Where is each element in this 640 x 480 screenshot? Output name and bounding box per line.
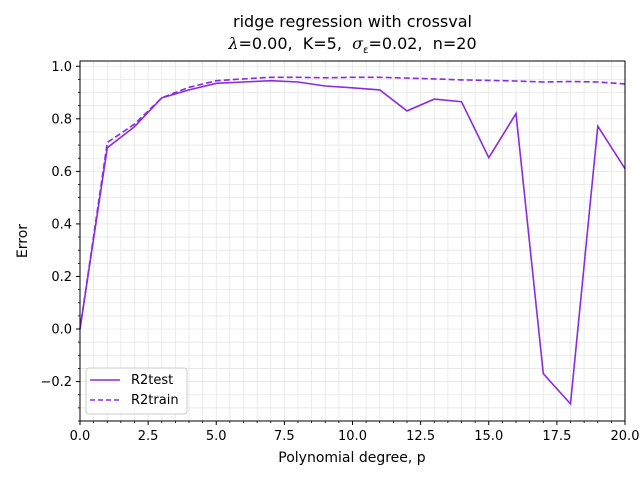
y-tick-label: 0.8	[51, 112, 72, 127]
x-tick-label: 20.0	[611, 429, 640, 444]
lambda-value: =0.00,	[238, 34, 293, 53]
sigma-value: =0.02,	[368, 34, 423, 53]
lambda-symbol: λ	[228, 34, 239, 53]
x-tick-label: 2.5	[138, 429, 159, 444]
axis-ticks: 0.0 2.5 5.0 7.5 10.0 12.5 15.0 17.5 20.0 −0.2 0.0 0…	[40, 60, 639, 444]
y-tick-label: 0.6	[51, 165, 72, 180]
y-tick-label: 0.0	[51, 323, 72, 338]
chart-subtitle: λ=0.00, K=5, σε=0.02, n=20	[80, 34, 625, 56]
y-tick-label: 1.0	[51, 60, 72, 75]
x-tick-label: 10.0	[338, 429, 367, 444]
x-tick-label: 15.0	[474, 429, 503, 444]
x-tick-label: 7.5	[274, 429, 295, 444]
x-tick-label: 12.5	[406, 429, 435, 444]
y-tick-label: −0.2	[40, 375, 72, 390]
y-tick-label: 0.2	[51, 270, 72, 285]
chart-title: ridge regression with crossval	[233, 12, 472, 31]
sigma-symbol: σ	[352, 34, 364, 53]
x-axis-label: Polynomial degree, p	[278, 450, 426, 466]
legend-label-r2train: R2train	[131, 393, 179, 408]
y-tick-label: 0.4	[51, 217, 72, 232]
y-axis-label: Error	[15, 224, 31, 258]
x-tick-label: 5.0	[206, 429, 227, 444]
x-tick-label: 0.0	[70, 429, 91, 444]
legend: R2test R2train	[85, 367, 188, 415]
legend-label-r2test: R2test	[131, 373, 173, 388]
x-tick-label: 17.5	[542, 429, 571, 444]
k-value: K=5,	[302, 34, 342, 53]
sigma-subscript: ε	[363, 45, 369, 57]
n-value: n=20	[432, 34, 477, 53]
